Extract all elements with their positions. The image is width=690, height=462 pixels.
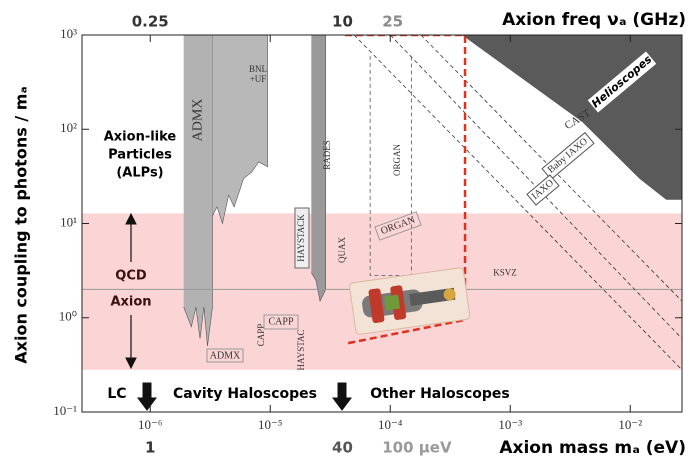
- experiment-label: CAPP: [268, 316, 293, 327]
- chart: KSVZ Axion-like Particles (ALPs) QCD Axi…: [0, 0, 690, 462]
- x-axis-title: Axion mass mₐ (eV): [499, 438, 686, 458]
- x-tick-label: 10⁻³: [498, 417, 522, 432]
- bottom-tick-label: 100 μeV: [382, 439, 452, 457]
- experiment-label: ADMX: [210, 350, 241, 361]
- x-tick-label: 10⁻⁶: [138, 417, 162, 432]
- exclusion-region: [184, 35, 213, 346]
- y-tick-label: 10¹: [60, 214, 77, 229]
- region-label: Axion-like: [104, 130, 177, 145]
- bottom-tick-label: 40: [332, 439, 353, 457]
- top-tick-label: 0.25: [132, 13, 169, 31]
- y-tick-label: 10³: [60, 26, 77, 41]
- band-label: Axion: [110, 295, 151, 310]
- band-label: QCD: [115, 269, 147, 284]
- top-tick-label: 25: [382, 13, 403, 31]
- experiment-label: QUAX: [337, 237, 347, 263]
- section-label: LC: [107, 386, 126, 402]
- experiment-label: BNL: [249, 64, 267, 74]
- top-axis-title: Axion freq νₐ (GHz): [502, 10, 686, 30]
- x-tick-label: 10⁻²: [618, 417, 642, 432]
- y-tick-label: 10²: [60, 120, 77, 135]
- experiment-label: Baby IAXO: [546, 136, 590, 176]
- top-tick-label: 10: [332, 13, 353, 31]
- x-tick-label: 10⁻⁵: [258, 417, 282, 432]
- ksvz-label: KSVZ: [493, 267, 517, 277]
- experiment-label: +UF: [250, 74, 267, 84]
- x-tick-label: 10⁻⁴: [378, 417, 403, 432]
- region-label: (ALPs): [116, 166, 163, 181]
- experiment-label: HAYSTACK: [296, 214, 306, 262]
- experiment-label: ORGAN: [392, 144, 402, 177]
- section-label: Other Haloscopes: [370, 386, 510, 402]
- experiment-label: HAYSTAC: [296, 330, 306, 371]
- y-axis-title: Axion coupling to photons / mₐ: [12, 86, 31, 363]
- bottom-tick-label: 1: [145, 439, 155, 457]
- section-label: Cavity Haloscopes: [173, 386, 317, 402]
- region-label: ADMX: [190, 99, 205, 142]
- region-label: Particles: [108, 148, 172, 163]
- experiment-label: CAPP: [256, 324, 266, 347]
- experiment-label: RADES: [322, 140, 332, 170]
- y-tick-label: 10⁰: [59, 309, 77, 324]
- y-tick-label: 10⁻¹: [53, 403, 77, 418]
